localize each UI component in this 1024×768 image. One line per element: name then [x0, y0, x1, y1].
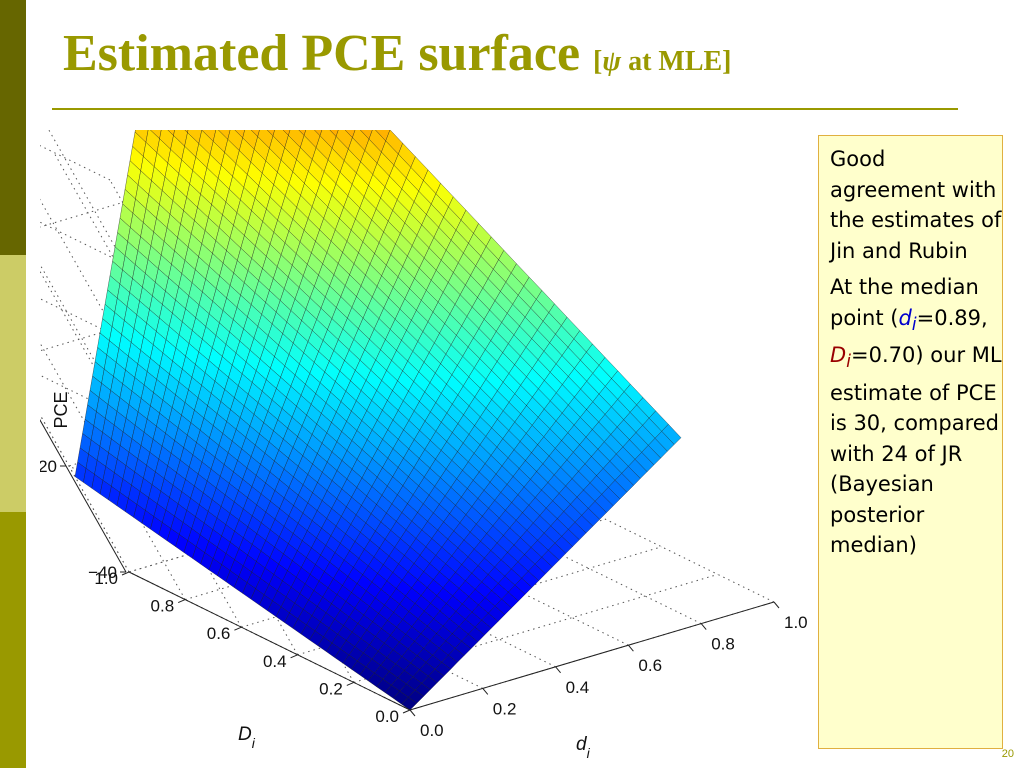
surface-cell — [282, 130, 291, 136]
D-tick-label: 1.0 — [94, 569, 118, 588]
surface-cell — [250, 130, 260, 138]
note-D-symbol: Di — [830, 343, 852, 373]
D-tick-label: 0.0 — [375, 707, 399, 726]
side-band-bottom — [0, 512, 26, 768]
d-tick-label: 0.2 — [493, 699, 517, 718]
D-tick-mark — [346, 681, 354, 686]
d-tick-label: 1.0 — [784, 613, 808, 632]
d-axis-label: di — [576, 734, 591, 761]
side-band-middle — [0, 255, 26, 512]
D-tick-mark — [290, 654, 298, 659]
d-tick-mark — [555, 666, 561, 674]
d-tick-label: 0.0 — [420, 721, 444, 740]
side-band-top — [0, 0, 26, 255]
surface-cell — [329, 130, 339, 137]
d-axis-line — [409, 601, 775, 711]
title-rule — [52, 108, 958, 110]
title-psi: ψ — [602, 46, 622, 77]
note-box: Good agreement with the estimates of Jin… — [818, 135, 1003, 749]
d-tick-mark — [628, 644, 634, 652]
z-tick-label: −40 — [88, 563, 117, 582]
D-tick-mark — [402, 709, 411, 714]
note-para-1: Good agreement with the estimates of Jin… — [830, 147, 1002, 263]
pce-surface-plot: −40−2002040600.00.20.40.60.81.00.00.20.4… — [40, 130, 808, 761]
title-main: Estimated PCE surface — [63, 25, 581, 82]
surface-cell — [344, 130, 356, 139]
z-tick-label: −20 — [40, 457, 57, 476]
D-tick-mark — [234, 626, 242, 631]
d-tick-mark — [773, 601, 780, 609]
title-bracket: [ψ at MLE] — [593, 46, 732, 77]
d-tick-mark — [700, 623, 707, 630]
D-tick-mark — [121, 571, 130, 576]
d-tick-mark — [482, 688, 489, 695]
D-axis-line — [128, 571, 411, 711]
d-tick-label: 0.4 — [566, 678, 590, 697]
page-number: 20 — [1001, 748, 1014, 760]
D-tick-label: 0.4 — [263, 652, 287, 671]
surface-cell — [298, 130, 307, 136]
slide-title: Estimated PCE surface [ψ at MLE] — [63, 22, 732, 94]
z-axis-line — [40, 419, 127, 573]
surface-cell — [266, 130, 275, 137]
D-axis-label: Di — [238, 724, 256, 751]
D-tick-mark — [178, 599, 186, 604]
surface-cell — [314, 130, 323, 137]
D-tick-label: 0.2 — [319, 679, 343, 698]
note-para-2: At the median point (di=0.89, Di=0.70) o… — [830, 275, 1002, 558]
z-axis-label: PCE — [51, 391, 71, 428]
d-tick-label: 0.6 — [638, 656, 662, 675]
d-tick-mark — [409, 709, 416, 717]
D-tick-label: 0.6 — [207, 624, 231, 643]
d-tick-label: 0.8 — [711, 635, 735, 654]
surface-cell — [401, 696, 418, 711]
note-d-symbol: di — [898, 305, 917, 335]
D-tick-label: 0.8 — [151, 597, 175, 616]
